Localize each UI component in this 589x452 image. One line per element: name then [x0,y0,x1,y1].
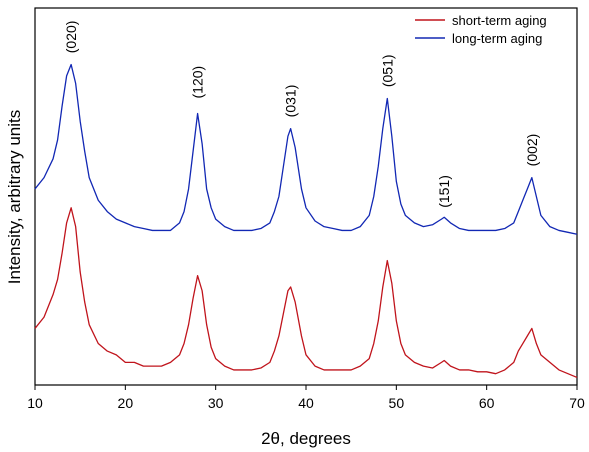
peak-label: (031) [283,85,299,118]
y-axis-label: Intensity, arbitrary units [5,110,24,284]
x-tick-label: 70 [569,395,585,411]
x-tick-label: 60 [479,395,495,411]
line-series [34,207,578,379]
x-tick-label: 30 [208,395,224,411]
peak-label: (120) [190,66,206,99]
x-tick-label: 10 [27,395,43,411]
plot-frame [34,7,578,386]
x-axis-label: 2θ, degrees [261,429,351,448]
legend-label: long-term aging [452,31,542,46]
x-tick-label: 50 [389,395,405,411]
x-tick-label: 40 [298,395,314,411]
peak-label: (051) [379,54,395,87]
peak-label: (020) [63,21,79,54]
legend-label: short-term aging [452,13,547,28]
line-series [34,63,578,235]
peak-label: (002) [524,134,540,167]
peak-label: (151) [436,175,452,208]
x-tick-label: 20 [118,395,134,411]
